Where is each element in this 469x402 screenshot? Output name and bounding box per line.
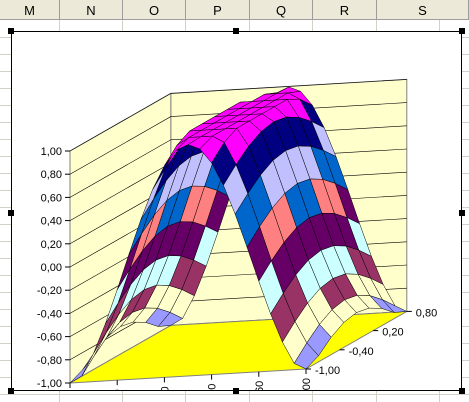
z-axis-tick-label: 0,80 — [41, 169, 62, 181]
y-axis-tick-label: -1,00 — [315, 365, 340, 377]
resize-handle-right[interactable] — [459, 210, 465, 216]
surface-chart: 1,00 0,80 0,60 0,40 0,20 0,00 -0,20 -0,40 -0,60 -… — [37, 78, 437, 390]
wall-gridline — [69, 79, 407, 152]
resize-handle-left[interactable] — [8, 210, 14, 216]
x-axis-ticks: -1,00-0,60-0,200,200,601,00 — [69, 369, 313, 390]
resize-handle-top-right[interactable] — [459, 28, 465, 34]
resize-handle-top[interactable] — [233, 28, 239, 34]
z-axis-tick-label: -0,20 — [37, 285, 62, 297]
column-header-p[interactable]: P — [186, 0, 250, 20]
z-axis-tick-label: -0,60 — [37, 332, 62, 344]
wall-gridline — [69, 102, 407, 175]
column-header-o[interactable]: O — [123, 0, 186, 20]
surface-plot — [69, 86, 408, 384]
column-header-s[interactable]: S — [377, 0, 469, 20]
z-axis-ticks: 1,00 0,80 0,60 0,40 0,20 0,00 -0,20 -0,40 -0,60 -… — [37, 146, 70, 390]
chart-object[interactable]: 1,00 0,80 0,60 0,40 0,20 0,00 -0,20 -0,40 -0,60 -… — [11, 31, 462, 391]
x-axis-tick-label: -0,20 — [159, 386, 171, 390]
z-axis-tick-label: -1,00 — [37, 378, 62, 390]
surface-cell — [293, 342, 319, 370]
x-axis-tick-label: 0,20 — [207, 384, 219, 390]
x-axis-tick-label: -0,60 — [112, 389, 124, 390]
x-axis-tick-label: 1,00 — [301, 378, 313, 390]
z-axis-tick-label: 0,00 — [41, 262, 62, 274]
column-header-m[interactable]: M — [0, 0, 60, 20]
column-header-n[interactable]: N — [60, 0, 123, 20]
resize-handle-top-left[interactable] — [8, 28, 14, 34]
z-axis-tick-label: 0,20 — [41, 239, 62, 251]
resize-handle-bottom[interactable] — [233, 388, 239, 394]
column-header-r[interactable]: R — [313, 0, 377, 20]
z-axis-tick-label: 0,60 — [41, 192, 62, 204]
z-axis-tick-label: 0,40 — [41, 216, 62, 228]
x-axis-tick-label: 0,60 — [254, 381, 266, 390]
wall-gridline — [69, 125, 407, 198]
y-axis-tick-label: 0,20 — [382, 327, 403, 339]
y-axis-tick-label: -0,40 — [349, 346, 374, 358]
z-axis-tick-label: -0,80 — [37, 355, 62, 367]
z-axis-tick-label: -0,40 — [37, 308, 62, 320]
resize-handle-bottom-right[interactable] — [459, 388, 465, 394]
y-axis-ticks: 0,80 0,20 -0,40 -1,00 — [306, 307, 437, 377]
z-axis-tick-label: 1,00 — [41, 146, 62, 158]
column-header-row: M N O P Q R S — [0, 0, 469, 20]
y-axis-tick-label: 0,80 — [416, 307, 437, 319]
column-header-q[interactable]: Q — [250, 0, 313, 20]
resize-handle-bottom-left[interactable] — [8, 388, 14, 394]
gridline — [0, 394, 469, 395]
